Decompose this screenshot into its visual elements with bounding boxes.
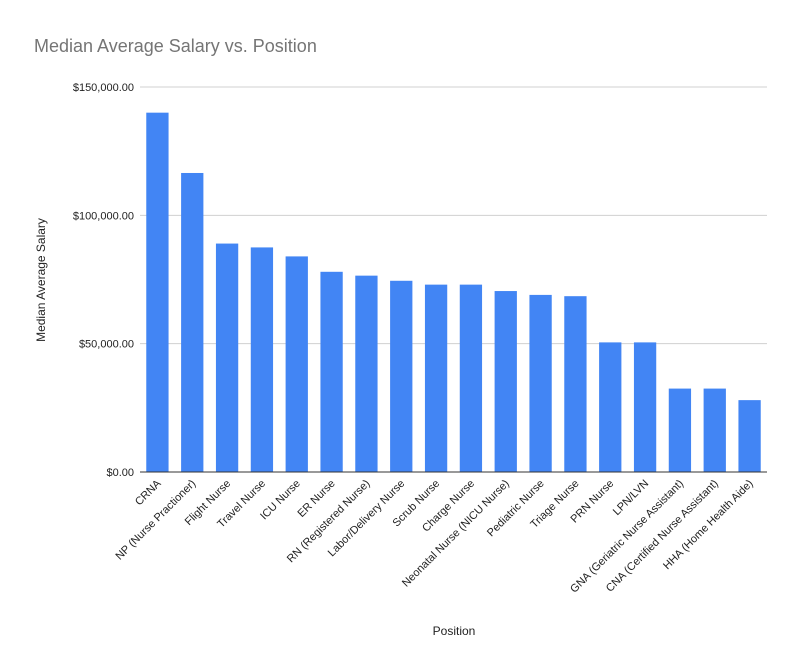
bar — [529, 294, 552, 472]
bar — [424, 284, 448, 472]
chart-title: Median Average Salary vs. Position — [34, 36, 317, 56]
bar — [494, 291, 517, 472]
bar — [250, 247, 274, 472]
bar — [738, 400, 761, 472]
bar — [599, 342, 622, 472]
x-axis-title: Position — [433, 624, 476, 638]
bar — [668, 388, 692, 472]
bar — [355, 275, 378, 472]
bar — [459, 284, 483, 472]
y-tick-label: $150,000.00 — [73, 82, 134, 94]
bar — [215, 243, 239, 472]
bar — [703, 388, 726, 472]
gridlines — [140, 86, 767, 345]
x-tick-label: CRNA — [133, 477, 164, 508]
bar — [633, 342, 657, 472]
bar — [564, 296, 587, 472]
y-axis-title: Median Average Salary — [34, 218, 48, 342]
bars — [146, 112, 761, 473]
bar — [181, 172, 204, 472]
y-tick-label: $100,000.00 — [73, 210, 134, 222]
bar — [390, 280, 413, 472]
bar — [320, 271, 343, 472]
y-axis-ticks: $0.00 $50,000.00 $100,000.00 $150,000.00 — [73, 82, 134, 479]
bar — [285, 256, 308, 472]
bar — [146, 112, 169, 473]
y-tick-label: $0.00 — [106, 467, 134, 479]
y-tick-label: $50,000.00 — [79, 339, 134, 351]
